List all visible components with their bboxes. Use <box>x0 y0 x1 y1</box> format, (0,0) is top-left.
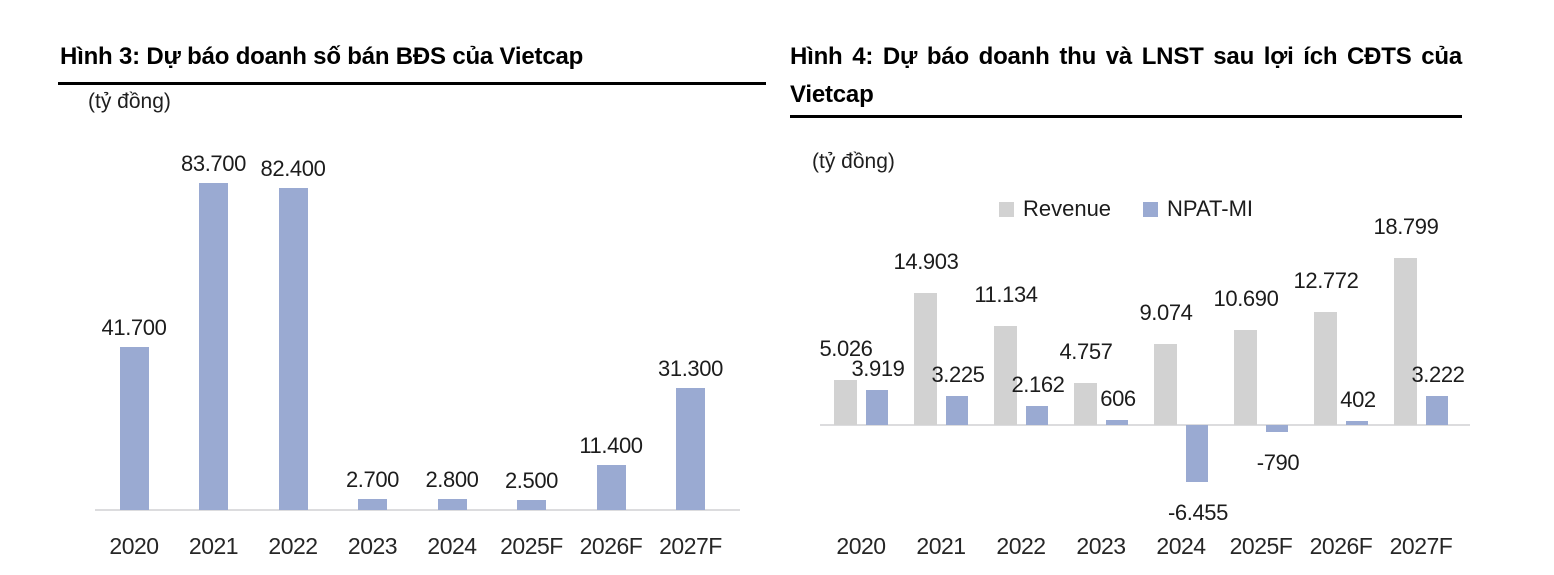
npat-mi-value-label-2025F: -790 <box>1256 450 1300 475</box>
figure-4-title-line-1: Hình 4: Dự báo doanh thu và LNST sau lợi… <box>790 43 1462 70</box>
npat-mi-value-label-2022: 2.162 <box>1011 372 1065 397</box>
x-axis-label-2022: 2022 <box>996 533 1046 559</box>
value-label-2020: 41.700 <box>101 315 167 340</box>
x-axis-label-2024: 2024 <box>1156 533 1206 559</box>
sales-bar-2026F <box>596 465 626 510</box>
x-axis-label-2027F: 2027F <box>659 533 722 559</box>
figure-4-x-axis-line <box>820 424 1470 426</box>
revenue-bar-2020 <box>834 380 857 425</box>
npat-mi-value-label-2021: 3.225 <box>931 362 985 387</box>
sales-bar-2022 <box>278 188 308 510</box>
npat-mi-value-label-2020: 3.919 <box>851 356 905 381</box>
figure-3-title: Hình 3: Dự báo doanh số bán BĐS của Viet… <box>60 43 584 70</box>
legend-label-revenue: Revenue <box>1022 196 1112 221</box>
sales-bar-2027F <box>676 388 705 510</box>
npat-mi-bar-2025F <box>1266 425 1288 432</box>
revenue-swatch <box>998 201 1014 217</box>
revenue-bar-2027F <box>1394 258 1417 425</box>
value-label-2021: 83.700 <box>181 151 246 176</box>
npat-mi-value-label-2023: 606 <box>1100 386 1136 411</box>
revenue-bar-2021 <box>914 293 937 425</box>
sales-bar-2021 <box>199 183 228 510</box>
x-axis-label-2023: 2023 <box>1076 533 1126 559</box>
x-axis-label-2024: 2024 <box>427 533 477 559</box>
figure-4-title-line-2: Vietcap <box>790 81 874 108</box>
revenue-value-label-2024: 9.074 <box>1139 300 1193 325</box>
x-axis-label-2022: 2022 <box>268 533 318 559</box>
revenue-value-label-2020: 5.026 <box>819 336 873 361</box>
revenue-value-label-2021: 14.903 <box>893 249 959 274</box>
x-axis-label-2021: 2021 <box>188 533 239 559</box>
chart-legend: Revenue NPAT-MI <box>790 196 1462 222</box>
npat-mi-bar-2027F <box>1426 396 1448 425</box>
figure-3-unit-label: (tỷ đồng) <box>88 90 171 113</box>
x-axis-label-2026F: 2026F <box>579 533 643 559</box>
figure-4-unit-label: (tỷ đồng) <box>812 150 895 173</box>
value-label-2027F: 31.300 <box>658 356 723 381</box>
value-label-2025F: 2.500 <box>504 468 559 493</box>
figure-4-title: Hình 4: Dự báo doanh thu và LNST sau lợi… <box>790 42 1462 110</box>
revenue-bar-2024 <box>1154 344 1177 425</box>
figure-4-title-rule <box>790 115 1462 118</box>
x-axis-label-2020: 2020 <box>836 533 886 559</box>
figure-3-title-rule <box>58 82 766 85</box>
npat-mi-bar-2024 <box>1186 425 1208 482</box>
revenue-bar-2023 <box>1074 383 1097 425</box>
value-label-2024: 2.800 <box>425 467 479 492</box>
legend-item-npat-mi: NPAT-MI <box>1143 196 1253 222</box>
revenue-bar-2022 <box>994 326 1017 425</box>
npat-mi-bar-2020 <box>866 390 888 425</box>
npat-mi-bar-2021 <box>946 396 968 425</box>
revenue-value-label-2026F: 12.772 <box>1293 268 1359 293</box>
value-label-2026F: 11.400 <box>579 433 643 458</box>
npat-mi-swatch <box>1143 201 1159 217</box>
figure-3-x-axis-line <box>95 509 740 511</box>
legend-label-npat-mi: NPAT-MI <box>1167 196 1254 221</box>
revenue-value-label-2023: 4.757 <box>1059 339 1113 364</box>
revenue-bar-2026F <box>1314 312 1337 425</box>
x-axis-label-2021: 2021 <box>916 533 966 559</box>
npat-mi-value-label-2026F: 402 <box>1340 387 1376 412</box>
npat-mi-bar-2022 <box>1026 406 1048 425</box>
legend-item-revenue: Revenue <box>998 196 1112 222</box>
revenue-bar-2025F <box>1234 330 1257 425</box>
x-axis-label-2023: 2023 <box>347 533 398 559</box>
x-axis-label-2025F: 2025F <box>500 533 563 559</box>
revenue-value-label-2025F: 10.690 <box>1213 286 1279 311</box>
x-axis-label-2027F: 2027F <box>1389 533 1453 559</box>
sales-bar-2020 <box>119 347 149 510</box>
revenue-value-label-2022: 11.134 <box>974 282 1038 307</box>
value-label-2022: 82.400 <box>260 156 326 181</box>
x-axis-label-2025F: 2025F <box>1229 533 1293 559</box>
npat-mi-value-label-2027F: 3.222 <box>1411 362 1465 387</box>
npat-mi-value-label-2024: -6.455 <box>1168 500 1228 525</box>
x-axis-label-2026F: 2026F <box>1309 533 1373 559</box>
value-label-2023: 2.700 <box>345 467 400 492</box>
x-axis-label-2020: 2020 <box>109 533 159 559</box>
